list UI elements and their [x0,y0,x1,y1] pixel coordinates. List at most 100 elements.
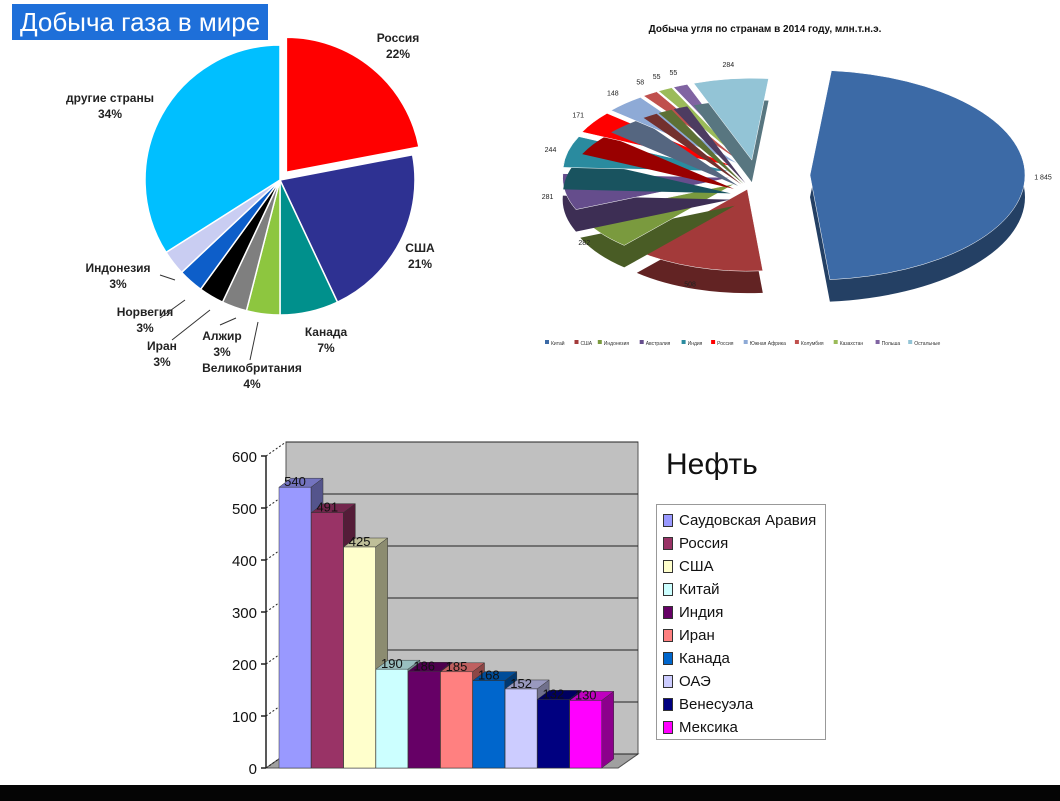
oil-bar-value-rossiya: 491 [316,500,338,515]
oil-bar-value-saudovskaya-araviya: 540 [284,474,306,489]
oil-legend-label: Мексика [679,718,738,736]
coal-legend-swatch-indoneziya [597,340,602,344]
oil-legend-item-iran: Иран [663,626,715,644]
oil-ytick-label: 0 [249,761,257,778]
coal-value-indiya: 244 [545,147,557,154]
gas-slice-ssha [278,153,416,304]
coal-legend-swatch-polsha [875,340,880,344]
coal-legend-swatch-kazahstan [833,340,838,344]
oil-legend-label: Саудовская Аравия [679,511,817,529]
oil-bar-iran [440,671,473,769]
gas-leader-line [219,317,237,326]
gas-leader-line [171,309,211,341]
coal-pie-svg: 1 845 508 282 281 244 171 148 58 55 55 284 Китай США… [542,62,1052,347]
gas-label-norvegiya: Норвегия [117,305,174,319]
coal-slice-side-kolumbiya [643,113,742,185]
coal-slice-kitay [809,70,1026,280]
coal-chart-title: Добыча угля по странам в 2014 году, млн.… [648,24,882,35]
gas-value-alzhir: 3% [213,345,231,359]
oil-bar-value-kitay: 190 [381,656,403,671]
gas-value-rossiya: 22% [386,47,410,61]
coal-legend-label-polsha: Польша [882,341,901,347]
oil-bar-svg: 0 100 200 300 400 500 600 540 491 425 190 186 185 168… [232,441,640,778]
gas-production-chart: Добыча газа в мире Россия 22% США 21% Канада… [0,0,520,410]
oil-legend-label: Китай [679,580,720,598]
oil-legend-swatch [663,605,673,619]
gas-value-iran: 3% [153,355,171,369]
coal-slice-side-kazahstan [658,109,744,184]
oil-legend-swatch [663,582,673,596]
oil-bar-rossiya [311,512,344,769]
coal-value-kazahstan: 55 [653,74,661,81]
oil-bar-venesuela [537,699,570,769]
oil-legend-item-kitay: Китай [663,580,720,598]
coal-value-ostalnye: 284 [722,62,734,69]
oil-legend-item-oae: ОАЭ [663,672,711,690]
oil-bar-value-iran: 185 [446,659,468,674]
gas-value-velikobritaniya: 4% [243,377,261,391]
gas-label-ssha: США [405,241,435,255]
oil-legend-label: Индия [679,603,724,621]
coal-legend-label-ssha: США [581,341,593,347]
gas-leader-line [249,321,259,361]
coal-value-kitay: 1 845 [1034,175,1052,182]
oil-ytick-label: 500 [232,501,257,518]
oil-bar-indiya [407,671,441,769]
oil-legend-swatch [663,651,673,665]
oil-legend-item-meksika: Мексика [663,718,738,736]
coal-legend-label-kitay: Китай [551,340,565,347]
coal-value-yuzhnaya-afrika: 148 [607,91,619,98]
oil-bar-side-meksika [601,690,614,769]
oil-legend-item-ssha: США [663,557,714,575]
oil-legend-swatch [663,697,673,711]
coal-slice-side-polsha [673,106,746,184]
coal-value-polsha: 55 [669,70,677,77]
oil-bar-saudovskaya-araviya [278,486,312,769]
oil-legend-swatch [663,720,673,734]
oil-bar-value-meksika: 130 [575,687,597,702]
oil-bar-meksika [569,700,602,769]
oil-chart-title: Нефть [666,448,758,481]
coal-value-ssha: 508 [684,281,696,288]
oil-ytick-label: 400 [232,553,257,570]
oil-ytick-label: 100 [232,709,257,726]
gas-value-norvegiya: 3% [136,321,154,335]
coal-legend-label-avstraliya: Австралия [646,341,671,347]
coal-legend-label-rossiya: Россия [717,341,734,347]
oil-legend-item-kanada: Канада [663,649,730,667]
coal-slice-side-indoneziya [580,205,735,268]
gas-slice-rossiya [285,36,420,174]
gas-label-alzhir: Алжир [202,329,242,343]
oil-legend-label: ОАЭ [679,672,711,690]
gas-slice-drugie-strany [144,44,281,254]
oil-bar-kitay [375,668,409,769]
oil-legend-swatch [663,559,673,573]
oil-legend-label: Иран [679,626,715,644]
coal-production-chart: Добыча угля по странам в 2014 году, млн.… [520,0,1060,410]
gas-label-iran: Иран [147,339,177,353]
oil-ytick-label: 200 [232,657,257,674]
oil-legend-label: Канада [679,649,730,667]
coal-legend-swatch-kitay [545,340,549,344]
oil-legend-item-indiya: Индия [663,603,723,621]
coal-legend-label-kazahstan: Казахстан [840,341,864,347]
oil-ytick-label: 300 [232,605,257,622]
coal-legend-label-yuzhnaya-afrika: Южная Африка [750,341,786,347]
gas-label-velikobritaniya: Великобритания [202,361,302,375]
coal-legend-swatch-yuzhnaya-afrika [743,340,748,344]
gas-label-rossiya: Россия [377,31,420,45]
coal-slice-side-avstraliya [562,195,731,232]
oil-ytick-label: 600 [232,449,257,466]
oil-legend-item-saudovskaya-araviya: Саудовская Аравия [663,511,816,529]
coal-legend-swatch-kolumbiya [794,340,799,344]
oil-bar-value-indiya: 186 [413,658,435,673]
coal-legend-label-kolumbiya: Колумбия [801,341,824,347]
coal-slice-ostalnye [693,77,769,161]
oil-bar-value-kanada: 168 [478,668,500,683]
oil-bar-ssha [343,546,376,769]
coal-legend-label-indoneziya: Индонезия [604,341,630,347]
oil-legend-label: США [679,557,714,575]
coal-legend-swatch-indiya [681,340,686,344]
gas-value-drugie-strany: 34% [98,107,122,121]
oil-legend-item-venesuela: Венесуэла [663,695,753,713]
